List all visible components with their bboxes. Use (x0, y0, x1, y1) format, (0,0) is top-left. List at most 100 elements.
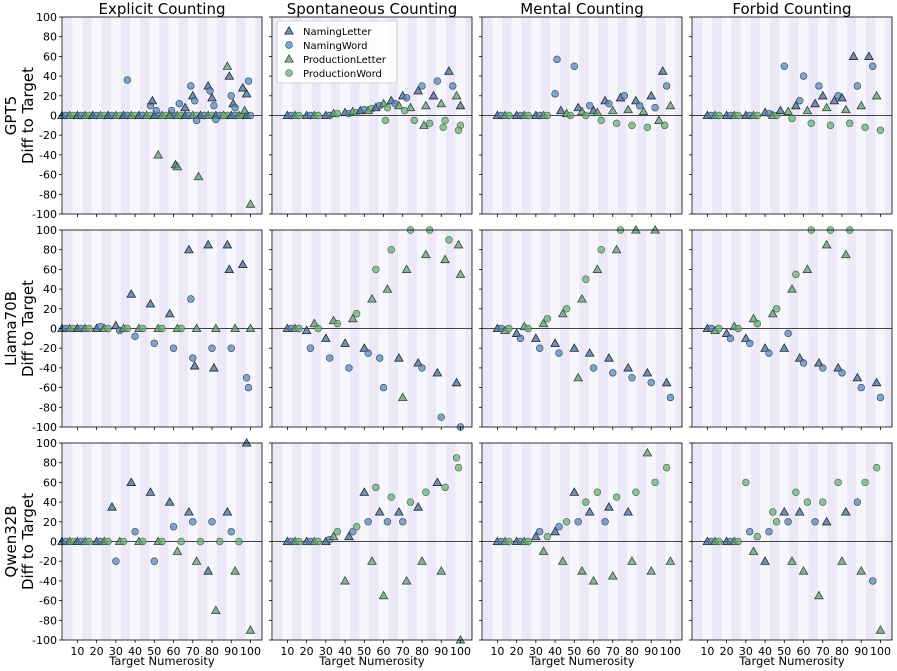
data-point-namingletter (550, 338, 560, 347)
data-point-namingletter (241, 437, 252, 447)
y-tick-label: 80 (43, 244, 57, 257)
data-point-namingletter (829, 95, 840, 105)
data-point-productionletter (577, 293, 587, 303)
data-point-productionletter (436, 566, 447, 575)
data-point-productionword (400, 106, 409, 115)
data-point-namingword (745, 339, 754, 347)
data-point-namingletter (428, 90, 439, 100)
data-point-namingword (869, 577, 877, 585)
data-point-namingword (418, 82, 426, 90)
data-point-namingletter (237, 82, 248, 92)
data-point-productionword (314, 324, 322, 333)
data-point-namingletter (301, 325, 312, 335)
data-point-productionword (715, 324, 723, 333)
data-point-namingword (399, 518, 407, 526)
data-point-namingword (815, 82, 823, 90)
data-point-namingword (242, 374, 251, 382)
data-point-namingword (227, 344, 235, 352)
data-point-namingletter (760, 343, 770, 352)
data-point-namingletter (584, 348, 595, 357)
data-point-namingletter (573, 102, 584, 112)
data-point-productionletter (172, 161, 183, 171)
data-point-productionword (562, 305, 571, 313)
data-point-productionword (872, 463, 881, 472)
data-point-productionletter (222, 61, 233, 70)
data-point-namingletter (145, 298, 156, 308)
data-point-namingletter (604, 353, 614, 362)
data-point-productionword (772, 518, 781, 526)
data-point-namingword (437, 413, 445, 421)
data-point-productionword (410, 116, 419, 125)
data-point-productionword (734, 324, 742, 333)
data-point-productionletter (245, 323, 256, 333)
data-point-productionword (628, 121, 636, 130)
data-point-namingword (306, 344, 315, 352)
data-point-namingword (819, 364, 827, 372)
data-point-namingword (553, 55, 561, 64)
data-point-namingletter (642, 367, 653, 377)
data-point-namingletter (630, 95, 641, 105)
data-point-productionletter (630, 224, 641, 234)
x-axis-label: Target Numerosity (528, 654, 635, 668)
data-point-productionword (662, 463, 671, 472)
y-tick-label: -80 (39, 614, 57, 627)
data-point-productionword (524, 537, 532, 546)
y-tick-label: -60 (39, 595, 57, 608)
data-point-namingword (838, 369, 846, 377)
data-point-namingword (857, 383, 865, 392)
data-point-namingword (379, 383, 388, 392)
legend-label: NamingWord (303, 41, 368, 52)
data-point-namingletter (584, 506, 595, 516)
data-point-namingletter (203, 239, 214, 249)
x-tick-label: 20 (510, 645, 524, 658)
x-axis-label: Target Numerosity (738, 654, 845, 668)
data-point-namingletter (432, 367, 443, 377)
data-point-productionletter (627, 556, 637, 565)
data-point-namingletter (530, 333, 541, 342)
x-tick-label: 100 (870, 645, 891, 658)
data-point-productionletter (588, 575, 599, 585)
data-point-productionword (651, 478, 659, 487)
data-point-namingletter (344, 531, 354, 541)
data-point-productionword (333, 527, 342, 536)
data-point-productionword (425, 119, 434, 128)
data-point-namingword (383, 518, 392, 526)
y-tick-label: -80 (39, 188, 57, 201)
data-point-productionword (372, 265, 380, 274)
data-point-namingword (574, 518, 582, 526)
data-point-namingword (192, 116, 201, 125)
data-point-namingword (227, 92, 235, 100)
data-point-productionletter (394, 100, 404, 110)
data-point-namingword (811, 518, 819, 526)
data-point-productionword (715, 537, 723, 546)
data-point-productionletter (623, 104, 634, 114)
data-point-namingword (189, 354, 197, 362)
data-point-productionword (597, 246, 605, 254)
x-tick-label: 60 (797, 645, 811, 658)
data-point-productionword (753, 111, 762, 120)
data-point-namingletter (241, 88, 252, 98)
y-tick-label: -100 (32, 208, 57, 221)
data-point-productionword (85, 324, 93, 333)
data-point-namingword (231, 103, 239, 112)
y-tick-label: 80 (43, 457, 57, 470)
data-point-productionword (543, 314, 552, 323)
data-point-namingword (784, 518, 792, 526)
data-point-namingletter (530, 531, 541, 541)
data-point-productionword (792, 488, 800, 496)
data-point-namingletter (810, 98, 820, 108)
y-tick-label: -80 (39, 401, 57, 414)
data-point-productionword (803, 498, 812, 506)
data-point-namingword (364, 349, 372, 357)
data-point-namingletter (394, 353, 404, 362)
data-point-productionletter (419, 120, 429, 129)
data-point-productionletter (440, 254, 450, 264)
data-point-namingletter (189, 360, 200, 370)
data-point-productionword (314, 111, 322, 120)
data-point-productionword (85, 537, 93, 546)
data-point-productionword (158, 537, 166, 546)
x-tick-label: 10 (700, 645, 714, 658)
data-point-namingletter (840, 506, 851, 516)
data-point-namingletter (164, 308, 175, 318)
data-point-productionword (215, 537, 224, 546)
